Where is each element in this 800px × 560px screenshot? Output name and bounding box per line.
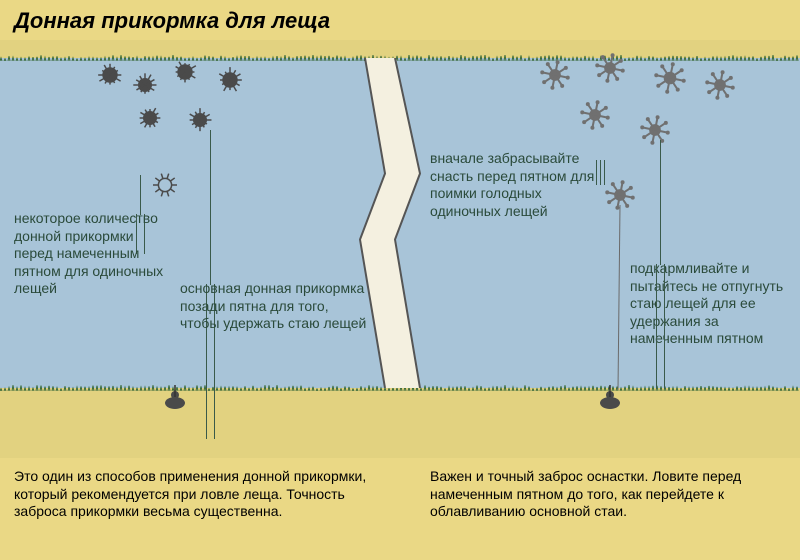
page-title: Донная прикормка для леща [14,8,330,34]
left-fisherman-icon [155,385,195,415]
right-leader-cast [600,160,601,185]
bank-bottom [0,388,800,458]
left-label-scatter: некоторое количество донной прикормки пе… [14,210,174,298]
left-leader-main [210,130,211,285]
right-label-cast: вначале забрасывайте снасть перед пятном… [430,150,600,220]
right-label-feed: подкармливайте и пытайтесь не отпугнуть … [630,260,798,348]
diagram-root: Донная прикормка для леща некоторое коли… [0,0,800,560]
left-leader-scatter [140,175,141,215]
zigzag-divider [355,58,425,388]
left-label-main: основная донная прикормка позади пятна д… [180,280,370,333]
left-footer-text: Это один из способов применения донной п… [14,468,374,521]
right-footer-text: Важен и точный заброс оснастки. Ловите п… [430,468,790,521]
right-fisherman-icon [590,385,630,415]
right-leader-feed [660,140,661,265]
